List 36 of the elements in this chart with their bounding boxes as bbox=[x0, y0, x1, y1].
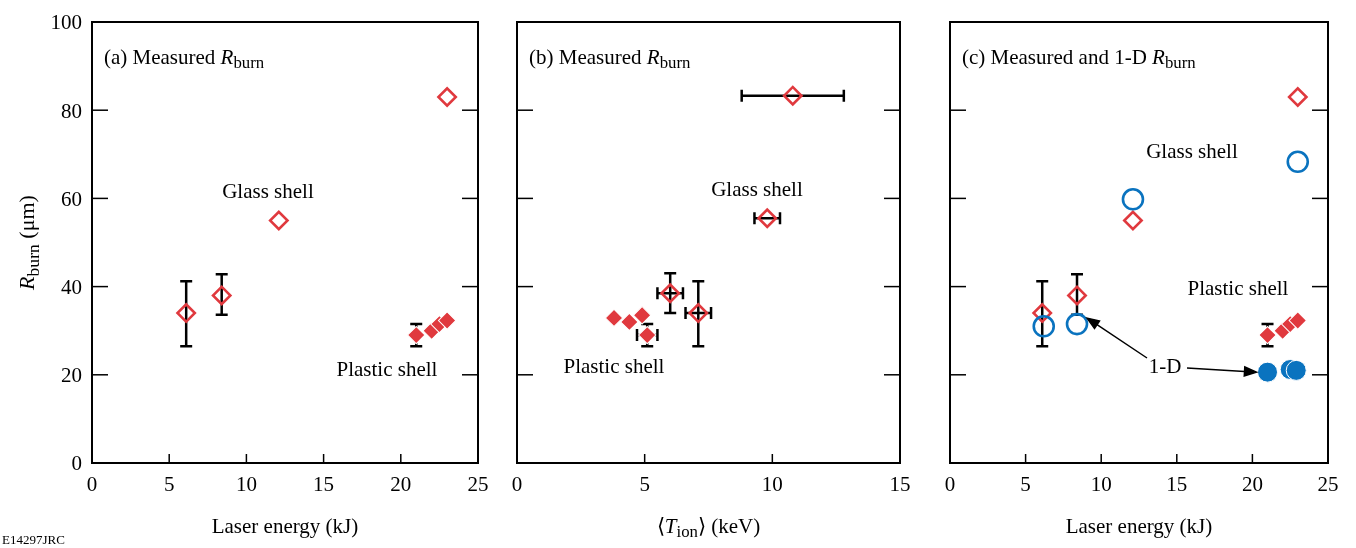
y-tick-label: 80 bbox=[61, 98, 82, 123]
x-tick-label: 5 bbox=[163, 472, 175, 496]
annotation: Plastic shell bbox=[1187, 276, 1289, 301]
annotation: 1-D bbox=[1148, 354, 1182, 379]
x-tick-label: 5 bbox=[639, 472, 650, 496]
annotation: Plastic shell bbox=[563, 354, 665, 379]
annotation: Glass shell bbox=[1146, 139, 1238, 164]
annotation: Plastic shell bbox=[336, 357, 438, 382]
x-tick-label: 0 bbox=[511, 472, 523, 496]
annotation: Glass shell bbox=[222, 179, 314, 204]
x-tick-label: 20 bbox=[390, 472, 412, 496]
x-tick-label: 20 bbox=[1241, 472, 1263, 496]
x-axis-title: Laser energy (kJ) bbox=[1065, 514, 1213, 538]
x-tick-label: 5 bbox=[1020, 472, 1031, 496]
x-tick-label: 15 bbox=[313, 472, 335, 496]
x-tick-label: 0 bbox=[944, 472, 956, 496]
x-tick-label: 15 bbox=[889, 472, 911, 496]
annotation: Glass shell bbox=[711, 177, 803, 202]
x-tick-label: 15 bbox=[1166, 472, 1188, 496]
y-tick-label: 0 bbox=[71, 451, 82, 476]
x-axis-title: Laser energy (kJ) bbox=[211, 514, 359, 538]
x-tick-label: 10 bbox=[761, 472, 783, 496]
text: E14297JRC bbox=[2, 532, 65, 547]
x-tick-label: 25 bbox=[1317, 472, 1339, 496]
text: (a) Measured R$_{burn}$ bbox=[104, 45, 265, 73]
y-tick-label: 100 bbox=[50, 10, 82, 35]
x-tick-label: 10 bbox=[1090, 472, 1112, 496]
x-tick-label: 0 bbox=[86, 472, 98, 496]
text: (b) Measured R$_{burn}$ bbox=[529, 45, 691, 73]
y-tick-label: 60 bbox=[61, 186, 82, 211]
x-tick-label: 10 bbox=[235, 472, 257, 496]
text: (c) Measured and 1-D R$_{burn}$ bbox=[962, 45, 1197, 73]
x-axis-title: ⟨T$_{ion}$⟩ (keV) bbox=[656, 514, 761, 542]
y-tick-label: 40 bbox=[61, 274, 82, 299]
x-tick-label: 25 bbox=[467, 472, 489, 496]
y-tick-label: 20 bbox=[61, 363, 82, 388]
